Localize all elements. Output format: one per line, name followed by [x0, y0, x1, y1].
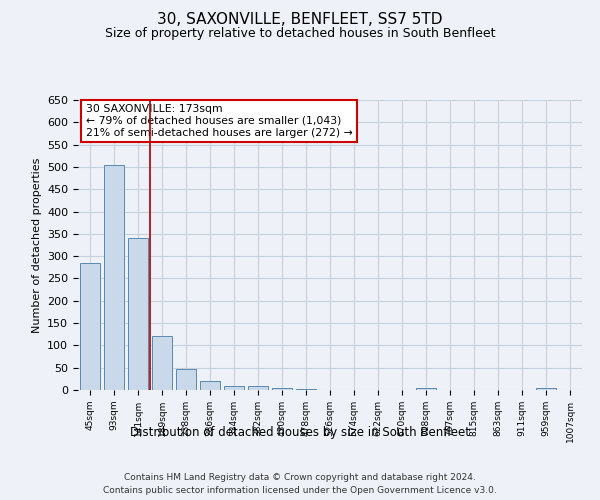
Bar: [200, 381, 220, 390]
Text: 30 SAXONVILLE: 173sqm
← 79% of detached houses are smaller (1,043)
21% of semi-d: 30 SAXONVILLE: 173sqm ← 79% of detached …: [86, 104, 352, 138]
Text: Contains public sector information licensed under the Open Government Licence v3: Contains public sector information licen…: [103, 486, 497, 495]
Bar: [176, 369, 196, 390]
Bar: [296, 389, 316, 390]
Bar: [104, 164, 124, 390]
Text: 30, SAXONVILLE, BENFLEET, SS7 5TD: 30, SAXONVILLE, BENFLEET, SS7 5TD: [157, 12, 443, 28]
Bar: [248, 386, 268, 390]
Text: Size of property relative to detached houses in South Benfleet: Size of property relative to detached ho…: [105, 28, 495, 40]
Y-axis label: Number of detached properties: Number of detached properties: [32, 158, 41, 332]
Bar: [272, 388, 292, 390]
Text: Distribution of detached houses by size in South Benfleet: Distribution of detached houses by size …: [130, 426, 470, 439]
Bar: [152, 336, 172, 390]
Bar: [80, 263, 100, 390]
Bar: [416, 388, 436, 390]
Bar: [128, 238, 148, 390]
Bar: [536, 388, 556, 390]
Text: Contains HM Land Registry data © Crown copyright and database right 2024.: Contains HM Land Registry data © Crown c…: [124, 472, 476, 482]
Bar: [224, 386, 244, 390]
